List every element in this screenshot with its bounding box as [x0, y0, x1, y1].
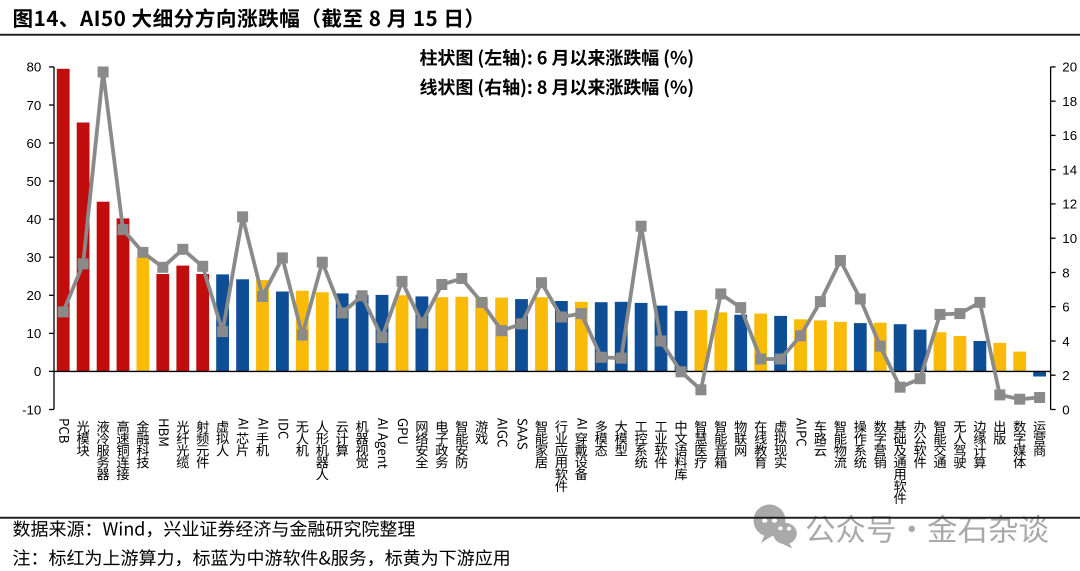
svg-text:20: 20 — [1062, 60, 1077, 75]
svg-text:6: 6 — [1062, 300, 1069, 315]
svg-text:18: 18 — [1062, 94, 1077, 109]
svg-text:70: 70 — [27, 98, 42, 113]
svg-text:20: 20 — [27, 288, 42, 303]
svg-text:12: 12 — [1062, 197, 1077, 212]
svg-text:10: 10 — [1062, 231, 1077, 246]
svg-text:10: 10 — [27, 326, 42, 341]
svg-text:4: 4 — [1062, 334, 1069, 349]
svg-text:60: 60 — [27, 136, 42, 151]
svg-text:40: 40 — [27, 212, 42, 227]
svg-text:16: 16 — [1062, 128, 1077, 143]
svg-text:14: 14 — [1062, 163, 1077, 178]
svg-text:-10: -10 — [22, 402, 41, 417]
svg-text:50: 50 — [27, 174, 42, 189]
svg-text:30: 30 — [27, 250, 42, 265]
svg-text:0: 0 — [1062, 402, 1069, 417]
svg-text:80: 80 — [27, 60, 42, 75]
svg-text:2: 2 — [1062, 368, 1069, 383]
svg-text:8: 8 — [1062, 265, 1069, 280]
svg-text:0: 0 — [34, 364, 41, 379]
